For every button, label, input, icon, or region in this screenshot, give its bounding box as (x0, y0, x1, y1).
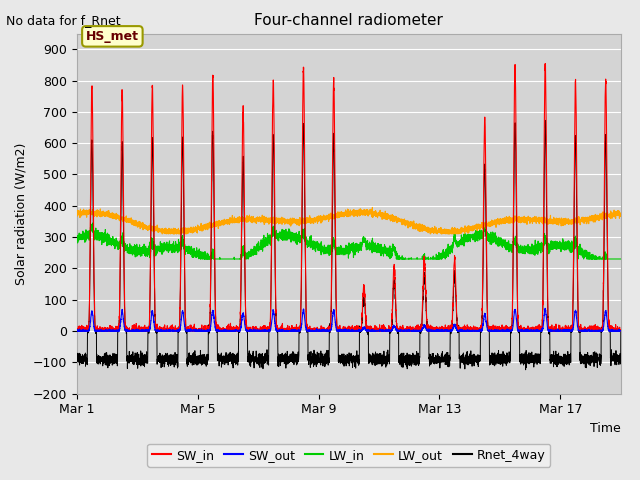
X-axis label: Time: Time (590, 422, 621, 435)
Y-axis label: Solar radiation (W/m2): Solar radiation (W/m2) (14, 143, 27, 285)
Text: No data for f_Rnet: No data for f_Rnet (6, 14, 121, 27)
Text: HS_met: HS_met (86, 30, 139, 43)
Title: Four-channel radiometer: Four-channel radiometer (254, 13, 444, 28)
Legend: SW_in, SW_out, LW_in, LW_out, Rnet_4way: SW_in, SW_out, LW_in, LW_out, Rnet_4way (147, 444, 550, 467)
